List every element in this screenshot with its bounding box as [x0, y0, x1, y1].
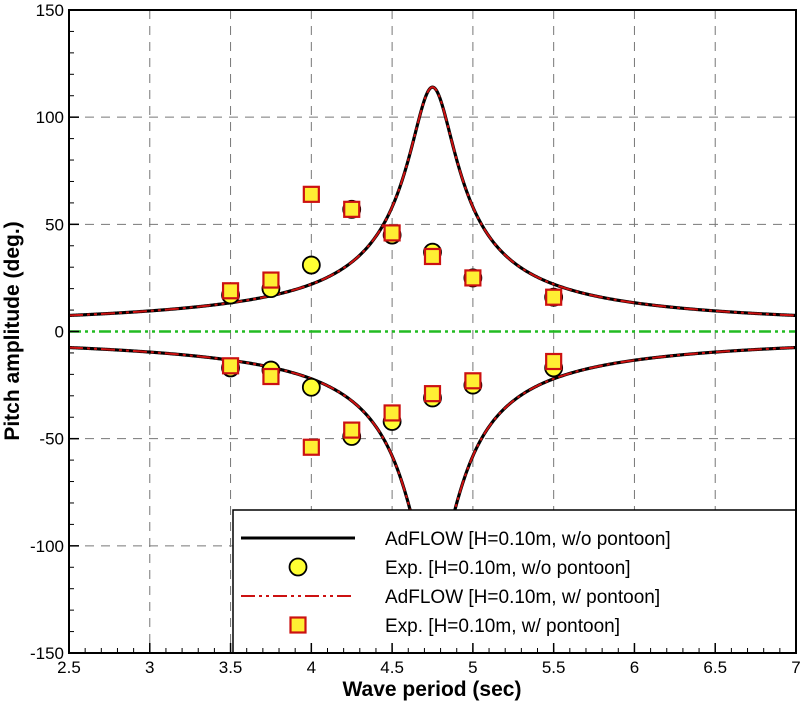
exp-point-without-pontoon [301, 377, 321, 397]
exp-point-without-pontoon [301, 255, 321, 275]
exp-point-with-pontoon [262, 271, 280, 289]
marker-series [221, 185, 564, 456]
exp-point-with-pontoon [464, 269, 482, 287]
y-tick-label: -100 [30, 537, 64, 556]
x-tick-label: 4.5 [380, 658, 404, 677]
exp-point-with-pontoon [221, 357, 240, 375]
y-tick-label: -50 [39, 430, 64, 449]
legend-label: AdFLOW [H=0.10m, w/ pontoon] [385, 587, 660, 608]
x-tick-label: 3 [145, 658, 154, 677]
exp-point-with-pontoon [464, 372, 482, 390]
y-tick-label: 50 [45, 215, 64, 234]
legend-label: Exp. [H=0.10m, w/ pontoon] [385, 616, 620, 637]
legend-box [232, 509, 797, 654]
exp-point-with-pontoon [545, 288, 563, 306]
x-tick-label: 7 [791, 658, 800, 677]
exp-point-with-pontoon [221, 282, 240, 300]
y-tick-label: 150 [36, 1, 64, 20]
x-tick-label: 5.5 [542, 658, 566, 677]
legend: AdFLOW [H=0.10m, w/o pontoon] Exp. [H=0.1… [232, 509, 797, 654]
exp-point-with-pontoon [383, 224, 401, 242]
axis-ticks: 2.5 3 3.5 4 4.5 5 5.5 6 6.5 7 150 100 50 0 -50 -100 -150 [30, 1, 800, 677]
exp-point-with-pontoon [302, 185, 320, 203]
x-tick-label: 6 [630, 658, 639, 677]
x-tick-label: 3.5 [219, 658, 243, 677]
y-tick-label: -150 [30, 644, 64, 663]
y-tick-label: 0 [55, 323, 64, 342]
exp-point-with-pontoon [423, 247, 442, 266]
exp-point-with-pontoon [262, 367, 280, 386]
exp-point-with-pontoon [343, 200, 361, 218]
exp-point-with-pontoon [302, 438, 320, 456]
x-tick-label: 4 [307, 658, 316, 677]
x-tick-label: 2.5 [57, 658, 81, 677]
legend-label: Exp. [H=0.10m, w/o pontoon] [385, 558, 631, 579]
x-tick-label: 6.5 [703, 658, 727, 677]
x-tick-label: 5 [468, 658, 477, 677]
legend-label: AdFLOW [H=0.10m, w/o pontoon] [385, 529, 671, 550]
legend-key-circle [288, 557, 308, 577]
curve-upper-2 [69, 86, 796, 317]
x-axis-title: Wave period (sec) [343, 678, 522, 701]
exp-point-with-pontoon [343, 421, 361, 439]
legend-key-square [289, 616, 307, 634]
exp-point-with-pontoon [383, 404, 401, 422]
y-axis-title: Pitch amplitude (deg.) [1, 221, 24, 440]
exp-point-with-pontoon [545, 352, 563, 371]
exp-point-with-pontoon [423, 385, 442, 403]
y-tick-label: 100 [36, 108, 64, 127]
